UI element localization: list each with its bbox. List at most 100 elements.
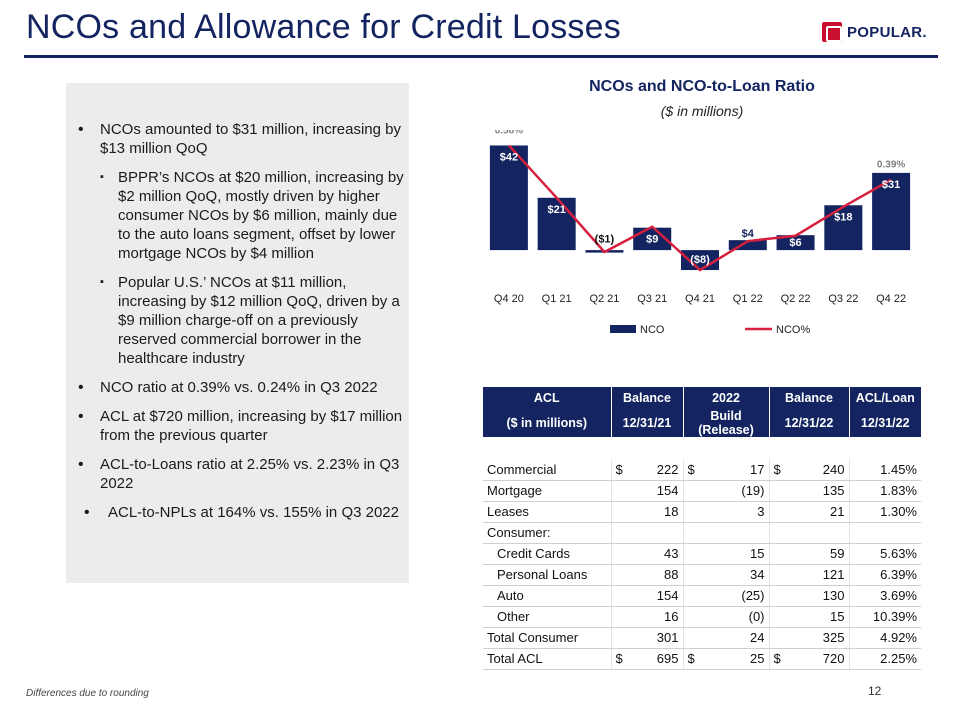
acl-balance-2022: $720 — [768, 648, 849, 670]
acl-build-release: 24 — [682, 627, 769, 649]
legend-ncopct-label: NCO% — [776, 324, 810, 336]
chart-subtitle: ($ in millions) — [660, 103, 744, 119]
x-tick-label: Q3 22 — [828, 293, 858, 305]
acl-balance-2022-value: 240 — [822, 461, 845, 477]
x-tick-label: Q1 21 — [542, 293, 572, 305]
acl-header-balance22-2: 12/31/22 — [769, 409, 850, 437]
acl-header-ratio-1: ACL/Loan — [849, 387, 921, 409]
acl-row: Auto 154 (25) 130 3.69% — [483, 585, 921, 607]
legend-nco-label: NCO — [640, 324, 665, 336]
acl-to-loan-ratio: 1.45% — [848, 459, 921, 481]
footnote: Differences due to rounding — [26, 688, 149, 699]
nco-ratio-line — [507, 144, 892, 272]
acl-to-loan-ratio — [848, 522, 921, 544]
acl-balance-2022: 21 — [768, 501, 849, 523]
acl-balance-2021-value: 222 — [656, 461, 679, 477]
acl-row-label: Other — [483, 606, 611, 628]
x-tick-label: Q2 22 — [781, 293, 811, 305]
acl-header-balance21-2: 12/31/21 — [611, 409, 684, 437]
popular-logo-icon — [822, 22, 842, 42]
acl-balance-2021: $695 — [610, 648, 683, 670]
bullet-acl: ACL at $720 million, increasing by $17 m… — [76, 407, 406, 445]
chart-title: NCOs and NCO-to-Loan Ratio — [589, 78, 815, 95]
nco-ratio-annotation: 0.58% — [495, 130, 523, 136]
acl-row: Leases 18 3 21 1.30% — [483, 501, 921, 523]
acl-to-loan-ratio: 1.30% — [848, 501, 921, 523]
x-tick-label: Q4 22 — [876, 293, 906, 305]
x-tick-label: Q4 21 — [685, 293, 715, 305]
acl-row-label: Auto — [483, 585, 611, 607]
nco-bar — [776, 235, 815, 251]
acl-header-label-2: ($ in millions) — [483, 409, 612, 437]
acl-row: Mortgage 154 (19) 135 1.83% — [483, 480, 921, 502]
acl-to-loan-ratio: 1.83% — [848, 480, 921, 502]
acl-row-label: Personal Loans — [483, 564, 611, 586]
bullet-acl-to-npls: ACL-to-NPLs at 164% vs. 155% in Q3 2022 — [76, 503, 406, 522]
sub-bullet-popular-us: Popular U.S.’ NCOs at $11 million, incre… — [76, 273, 406, 368]
acl-balance-2022: 59 — [768, 543, 849, 565]
x-tick-label: Q2 21 — [589, 293, 619, 305]
acl-header-ratio-2: 12/31/22 — [849, 409, 921, 437]
acl-spacer-row — [483, 437, 921, 459]
nco-ratio-annotation: 0.39% — [877, 160, 905, 171]
acl-build-release — [682, 522, 769, 544]
acl-balance-2022-value: 720 — [822, 651, 845, 666]
acl-build-release: $17 — [682, 459, 769, 481]
acl-build-release: 34 — [682, 564, 769, 586]
nco-bar-label: $21 — [547, 204, 565, 216]
acl-build-release: (25) — [682, 585, 769, 607]
bullet-acl-to-loans: ACL-to-Loans ratio at 2.25% vs. 2.23% in… — [76, 455, 406, 493]
acl-row-label: Mortgage — [483, 480, 611, 502]
acl-row-label: Leases — [483, 501, 611, 523]
acl-balance-2021 — [610, 522, 683, 544]
acl-row-label: Total Consumer — [483, 627, 611, 649]
popular-logo-text: POPULAR. — [847, 23, 927, 41]
acl-to-loan-ratio: 3.69% — [848, 585, 921, 607]
nco-bar-label: $31 — [882, 179, 900, 191]
acl-table-body: Commercial $222 $17 $240 1.45% Mortgage 154 (19… — [483, 437, 921, 670]
acl-balance-2022: 325 — [768, 627, 849, 649]
acl-row: Commercial $222 $17 $240 1.45% — [483, 459, 921, 481]
acl-header-row-1: ACL Balance 2022 Balance ACL/Loan — [483, 387, 921, 409]
acl-balance-2021: 88 — [610, 564, 683, 586]
bullet-nco-ratio: NCO ratio at 0.39% vs. 0.24% in Q3 2022 — [76, 378, 406, 397]
bullet-list: NCOs amounted to $31 million, increasing… — [76, 120, 406, 532]
acl-build-release-value: 17 — [750, 461, 765, 477]
nco-bar-label: $9 — [646, 234, 658, 246]
acl-build-release: (19) — [682, 480, 769, 502]
acl-row: Total ACL $695 $25 $720 2.25% — [483, 648, 921, 670]
acl-row-label: Total ACL — [483, 648, 611, 670]
x-tick-label: Q1 22 — [733, 293, 763, 305]
acl-row-label: Commercial — [483, 459, 611, 481]
nco-chart: $42 $21 ($1) $9 ($8) $4 $6 $18 $31 0.58% 0.39% Q4 2… — [489, 130, 911, 336]
acl-balance-2022 — [768, 522, 849, 544]
currency-symbol: $ — [773, 461, 781, 477]
currency-symbol: $ — [615, 461, 623, 477]
nco-bar-label: $18 — [834, 211, 852, 223]
acl-build-release: (0) — [682, 606, 769, 628]
currency-symbol: $ — [615, 651, 623, 666]
nco-bar-label: $4 — [742, 228, 755, 240]
nco-bar — [489, 145, 528, 251]
acl-balance-2022: 15 — [768, 606, 849, 628]
acl-balance-2022: 130 — [768, 585, 849, 607]
acl-row-label: Credit Cards — [483, 543, 611, 565]
nco-bar-label: ($1) — [595, 234, 615, 246]
acl-row: Credit Cards 43 15 59 5.63% — [483, 543, 921, 565]
nco-bar — [728, 240, 767, 251]
currency-symbol: $ — [687, 651, 695, 666]
acl-to-loan-ratio: 2.25% — [848, 648, 921, 670]
acl-header-build-1: 2022 — [683, 387, 770, 409]
acl-header-balance21-1: Balance — [611, 387, 684, 409]
acl-balance-2022: 121 — [768, 564, 849, 586]
popular-logo: POPULAR. — [822, 22, 927, 42]
acl-row: Personal Loans 88 34 121 6.39% — [483, 564, 921, 586]
nco-bar-label: ($8) — [690, 254, 710, 266]
nco-bar-label: $42 — [500, 151, 518, 163]
acl-row: Total Consumer 301 24 325 4.92% — [483, 627, 921, 649]
acl-header-build-2: Build (Release) — [683, 409, 770, 437]
acl-to-loan-ratio: 4.92% — [848, 627, 921, 649]
acl-row: Other 16 (0) 15 10.39% — [483, 606, 921, 628]
currency-symbol: $ — [773, 651, 781, 666]
page-number: 12 — [868, 684, 882, 698]
